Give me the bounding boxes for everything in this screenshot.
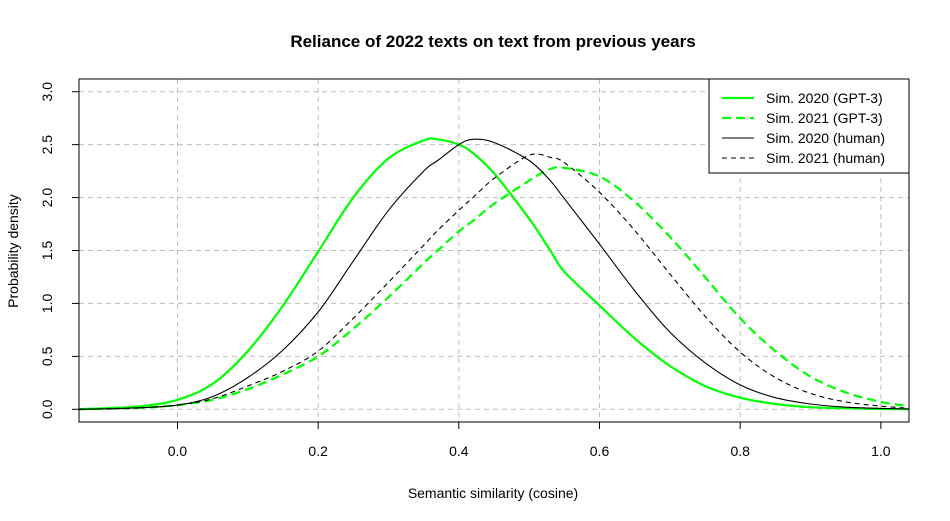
legend-label: Sim. 2020 (GPT-3)	[766, 90, 883, 106]
legend-label: Sim. 2021 (human)	[766, 150, 885, 166]
x-tick-label: 0.0	[168, 443, 188, 459]
y-tick-label: 3.0	[39, 82, 55, 102]
series-line-0	[78, 137, 910, 411]
y-axis: 0.0 0.5 1.0 1.5 2.0 2.5 3.0	[39, 82, 79, 419]
y-axis-label: Probability density	[5, 194, 21, 308]
y-tick-label: 0.5	[39, 346, 55, 366]
series-line-1	[78, 166, 910, 411]
series-line-2	[78, 138, 910, 410]
chart-title: Reliance of 2022 texts on text from prev…	[290, 32, 695, 51]
x-tick-label: 0.2	[308, 443, 328, 459]
x-axis-label: Semantic similarity (cosine)	[408, 485, 578, 501]
y-tick-label: 2.0	[39, 188, 55, 208]
plot-lines	[78, 137, 910, 411]
x-tick-label: 1.0	[871, 443, 891, 459]
legend-label: Sim. 2021 (GPT-3)	[766, 110, 883, 126]
x-tick-label: 0.4	[449, 443, 469, 459]
y-tick-label: 0.0	[39, 399, 55, 419]
legend-label: Sim. 2020 (human)	[766, 130, 885, 146]
x-tick-label: 0.8	[730, 443, 750, 459]
y-tick-label: 1.5	[39, 241, 55, 261]
y-tick-label: 1.0	[39, 293, 55, 313]
legend: Sim. 2020 (GPT-3) Sim. 2021 (GPT-3) Sim. 2…	[708, 78, 910, 174]
legend-box	[708, 78, 910, 174]
y-tick-label: 2.5	[39, 135, 55, 155]
x-axis: 0.0 0.2 0.4 0.6 0.8 1.0	[168, 422, 891, 459]
series-line-3	[78, 153, 910, 410]
x-tick-label: 0.6	[590, 443, 610, 459]
